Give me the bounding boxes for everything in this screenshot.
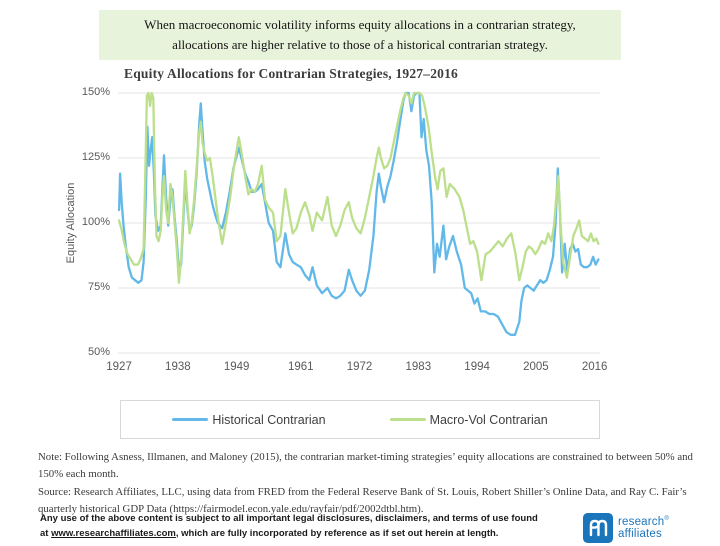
research-affiliates-link[interactable]: www.researchaffiliates.com bbox=[51, 527, 176, 539]
x-tick-1961: 1961 bbox=[287, 361, 314, 373]
disclaimer-pre: Any use of the above content is subject … bbox=[40, 513, 538, 539]
source-text: Source: Research Affiliates, LLC, using … bbox=[38, 486, 687, 516]
x-tick-1949: 1949 bbox=[223, 361, 250, 373]
footer-disclaimer: Any use of the above content is subject … bbox=[40, 512, 540, 541]
ra-monogram-icon bbox=[583, 513, 613, 543]
chart-legend: Historical Contrarian Macro-Vol Contrari… bbox=[120, 400, 600, 439]
legend-label-historical: Historical Contrarian bbox=[212, 412, 326, 427]
logo-word-affiliates: affiliates bbox=[618, 528, 662, 540]
callout-line-2: allocations are higher relative to those… bbox=[172, 36, 548, 52]
logo-word-research: research bbox=[618, 515, 665, 528]
callout-line-1: When macroeconomic volatility informs eq… bbox=[144, 17, 576, 32]
x-tick-1927: 1927 bbox=[106, 361, 132, 373]
legend-item-historical-contrarian: Historical Contrarian bbox=[172, 412, 326, 427]
chart-notes: Note: Following Asness, Illmanen, and Ma… bbox=[38, 449, 694, 520]
x-tick-1972: 1972 bbox=[346, 361, 373, 373]
disclaimer-post: , which are fully incorporated by refere… bbox=[175, 527, 499, 539]
x-tick-2016: 2016 bbox=[581, 361, 608, 373]
y-tick-125%: 125% bbox=[81, 151, 110, 163]
x-tick-2005: 2005 bbox=[523, 361, 549, 373]
legend-item-macro-vol-contrarian: Macro-Vol Contrarian bbox=[389, 412, 548, 427]
registered-mark-icon: ® bbox=[664, 516, 669, 523]
legend-swatch-historical bbox=[172, 418, 209, 421]
x-tick-1983: 1983 bbox=[405, 361, 432, 373]
research-affiliates-logo: research® affiliates bbox=[583, 513, 669, 543]
series-line-macro-vol-contrarian bbox=[117, 91, 600, 284]
x-tick-1938: 1938 bbox=[165, 361, 191, 373]
y-tick-50%: 50% bbox=[87, 346, 110, 358]
series-line-historical-contrarian bbox=[117, 91, 600, 336]
chart-title: Equity Allocations for Contrarian Strate… bbox=[124, 66, 458, 81]
y-tick-75%: 75% bbox=[87, 281, 110, 293]
plot-area bbox=[117, 91, 600, 354]
logo-wordmark: research® affiliates bbox=[618, 516, 669, 540]
y-tick-150%: 150% bbox=[81, 86, 110, 98]
legend-label-macro-vol: Macro-Vol Contrarian bbox=[429, 412, 548, 427]
legend-swatch-macro-vol bbox=[389, 418, 426, 421]
y-tick-100%: 100% bbox=[81, 216, 110, 228]
note-text: Note: Following Asness, Illmanen, and Ma… bbox=[38, 451, 693, 480]
callout-banner: When macroeconomic volatility informs eq… bbox=[99, 10, 621, 60]
x-tick-1994: 1994 bbox=[464, 361, 490, 373]
